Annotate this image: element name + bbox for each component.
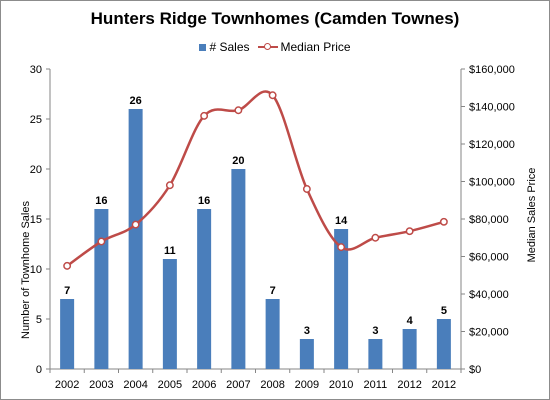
bar-data-label: 20 bbox=[232, 155, 244, 167]
line-point bbox=[405, 227, 414, 236]
x-tick-label: 2011 bbox=[364, 379, 388, 391]
legend-swatch-line bbox=[257, 42, 278, 52]
legend-label-price: Median Price bbox=[280, 40, 351, 54]
bar bbox=[197, 209, 212, 369]
bar bbox=[231, 169, 246, 369]
y-right-tick-label: $0 bbox=[469, 364, 481, 376]
line-point bbox=[165, 181, 174, 190]
y-left-tick-label: 20 bbox=[30, 164, 42, 176]
line-point bbox=[439, 217, 448, 226]
legend-item-price: Median Price bbox=[257, 40, 351, 54]
y-left-tick-label: 25 bbox=[30, 114, 42, 126]
y-right-tick-label: $100,000 bbox=[469, 177, 515, 189]
bar bbox=[128, 109, 143, 369]
line-point bbox=[63, 261, 72, 270]
bar-data-label: 26 bbox=[130, 95, 142, 107]
bar bbox=[436, 319, 451, 369]
y-left-tick-label: 0 bbox=[36, 364, 42, 376]
bar-data-label: 16 bbox=[198, 195, 210, 207]
y-left-tick-label: 5 bbox=[36, 314, 42, 326]
bar-data-label: 11 bbox=[164, 245, 176, 257]
y-left-tick-label: 30 bbox=[30, 64, 42, 76]
line-point bbox=[200, 111, 209, 120]
bar-data-label: 7 bbox=[64, 285, 70, 297]
bar bbox=[299, 339, 314, 369]
bar bbox=[334, 229, 349, 369]
bar-data-label: 4 bbox=[407, 315, 414, 327]
line-point bbox=[234, 106, 243, 115]
bar bbox=[94, 209, 109, 369]
y-right-tick-label: $40,000 bbox=[469, 289, 509, 301]
series-line-median-price bbox=[66, 90, 445, 267]
y-left-tick-label: 15 bbox=[30, 214, 42, 226]
bar-data-label: 14 bbox=[335, 215, 348, 227]
y-right-tick-label: $120,000 bbox=[469, 139, 515, 151]
y-axis-left-label: Number of Townhome Sales bbox=[20, 201, 32, 339]
x-tick-label: 2006 bbox=[192, 379, 216, 391]
line-point bbox=[268, 91, 277, 100]
y-right-tick-label: $60,000 bbox=[469, 252, 509, 264]
bar-data-label: 7 bbox=[270, 285, 276, 297]
y-left-tick-label: 10 bbox=[30, 264, 42, 276]
bar-data-label: 16 bbox=[95, 195, 107, 207]
legend-swatch-bar bbox=[199, 43, 207, 51]
bar bbox=[265, 299, 280, 369]
x-tick-label: 2003 bbox=[89, 379, 113, 391]
y-right-tick-label: $20,000 bbox=[469, 327, 509, 339]
x-tick-label: 2009 bbox=[295, 379, 319, 391]
x-tick-label: 2002 bbox=[55, 379, 79, 391]
legend-label-sales: # Sales bbox=[209, 40, 250, 54]
x-tick-label: 2007 bbox=[226, 379, 250, 391]
line-point bbox=[337, 243, 346, 252]
legend: # Sales Median Price bbox=[0, 40, 550, 54]
x-tick-label: 2012 bbox=[432, 379, 456, 391]
x-tick-label: 2012 bbox=[397, 379, 421, 391]
y-right-tick-label: $140,000 bbox=[469, 102, 515, 114]
bar-data-label: 5 bbox=[441, 305, 447, 317]
y-axis-right-label: Median Sales Price bbox=[526, 167, 538, 263]
bar bbox=[368, 339, 383, 369]
line-point bbox=[371, 233, 380, 242]
legend-item-sales: # Sales bbox=[199, 40, 250, 54]
bar-data-label: 3 bbox=[372, 325, 378, 337]
bar-data-label: 3 bbox=[304, 325, 310, 337]
x-tick-label: 2005 bbox=[158, 379, 182, 391]
bar bbox=[162, 259, 177, 369]
bar bbox=[402, 329, 417, 369]
line-point bbox=[302, 185, 311, 193]
y-right-tick-label: $160,000 bbox=[469, 64, 515, 76]
bar bbox=[60, 299, 75, 369]
x-tick-label: 2008 bbox=[260, 379, 284, 391]
y-right-tick-label: $80,000 bbox=[469, 214, 509, 226]
x-tick-label: 2004 bbox=[123, 379, 147, 391]
line-point bbox=[97, 237, 106, 246]
chart-title: Hunters Ridge Townhomes (Camden Townes) bbox=[90, 9, 460, 28]
x-tick-label: 2010 bbox=[329, 379, 353, 391]
line-point bbox=[131, 220, 140, 229]
